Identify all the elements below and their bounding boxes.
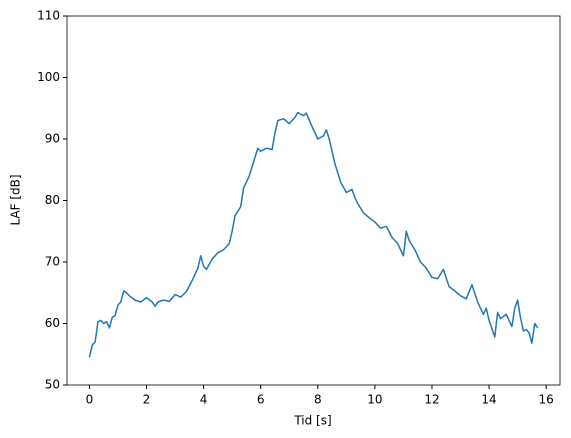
x-tick-label: 10 [367,393,382,407]
y-tick-label: 50 [45,378,60,392]
x-tick-label: 2 [143,393,151,407]
x-tick-label: 16 [539,393,554,407]
x-tick-label: 6 [257,393,265,407]
y-tick-label: 80 [45,193,60,207]
y-tick-label: 70 [45,255,60,269]
x-tick-label: 4 [200,393,208,407]
data-line [88,111,539,358]
plot-frame [66,15,561,386]
y-tick-label: 90 [45,132,60,146]
x-tick-label: 8 [314,393,322,407]
y-axis-label: LAF [dB] [9,174,23,225]
x-tick-label: 12 [424,393,439,407]
x-tick-label: 14 [481,393,496,407]
x-tick-label: 0 [86,393,94,407]
x-axis-label: Tid [s] [293,414,331,428]
y-tick-label: 60 [45,316,60,330]
y-tick-label: 100 [37,70,60,84]
y-tick-label: 110 [37,9,60,23]
